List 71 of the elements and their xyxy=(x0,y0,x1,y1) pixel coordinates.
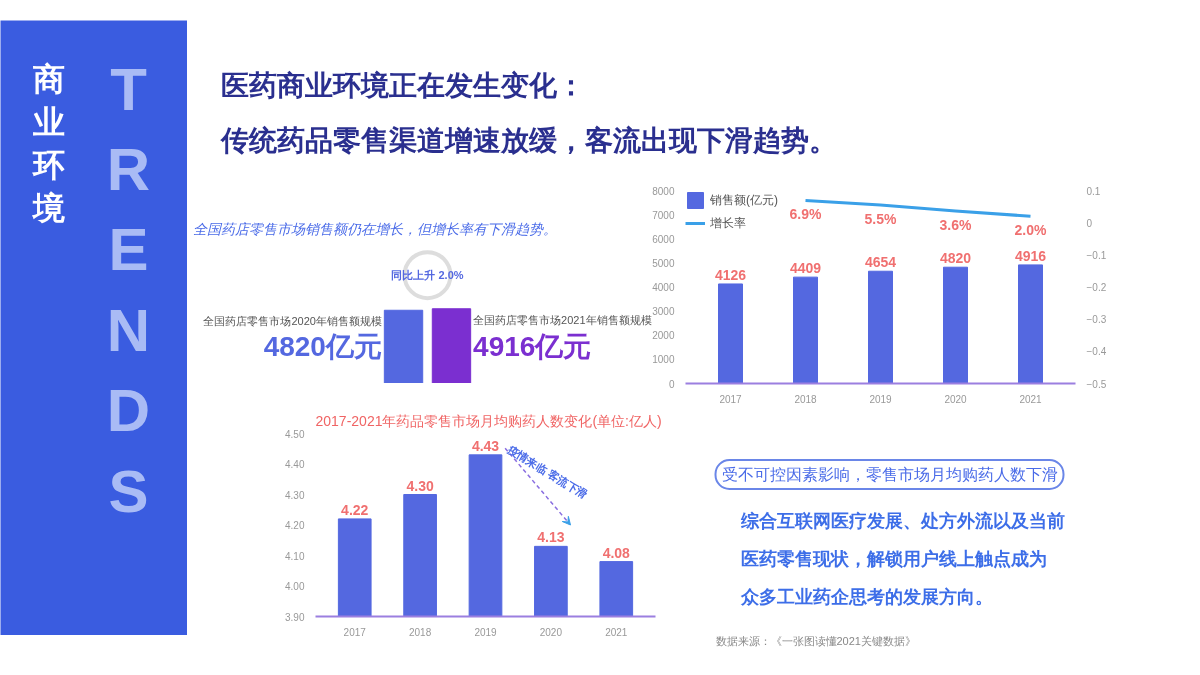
data-label: 4.13 xyxy=(537,529,565,546)
text: 受不可控因素影响，零售市场月均购药人数下滑 xyxy=(721,466,1058,483)
text: 传统药品零售渠道增速放缓，客流出现下滑趋势。 xyxy=(219,125,837,156)
y2-tick-label: −0.5 xyxy=(1086,378,1107,390)
y-tick-label: 4000 xyxy=(652,282,675,293)
x-tick-label: 2018 xyxy=(408,626,432,638)
y2-tick-label: 0.1 xyxy=(1086,185,1101,197)
y-tick-label: 6000 xyxy=(652,233,675,245)
annotation: 全国药店零售市场2020年销售额规模 xyxy=(203,315,382,328)
x-tick-label: 2021 xyxy=(605,626,628,638)
y-tick-label: 1000 xyxy=(652,354,675,366)
data-label: 4.43 xyxy=(471,437,500,454)
y-tick-label: 3000 xyxy=(652,306,675,318)
y-tick-label: 4.20 xyxy=(285,520,305,531)
chart-title: 全国药店零售市场销售额仍在增长，但增长率有下滑趋势。 xyxy=(192,220,557,237)
text: TRENDS xyxy=(106,55,151,525)
y-tick-label: 4.40 xyxy=(285,459,305,470)
text: 众多工业药企思考的发展方向。 xyxy=(739,586,993,607)
bar xyxy=(868,270,893,384)
bar xyxy=(1018,264,1043,384)
data-label: 4654 xyxy=(864,254,897,271)
x-tick-label: 2020 xyxy=(944,393,968,405)
y-tick-label: 4.10 xyxy=(285,550,305,562)
x-tick-label: 2020 xyxy=(539,626,563,638)
y2-tick-label: −0.1 xyxy=(1086,249,1107,261)
data-label: 5.5% xyxy=(864,210,898,227)
text: 综合互联网医疗发展、处方外流以及当前 xyxy=(739,510,1065,531)
data-label: 4.22 xyxy=(341,501,369,518)
data-label: 4820 xyxy=(939,250,972,267)
data-label: 2.0% xyxy=(1014,222,1048,239)
bar xyxy=(718,283,743,384)
text: 同比上升 2.0% xyxy=(391,269,464,282)
data-label: 4.08 xyxy=(602,544,631,561)
x-tick-label: 2019 xyxy=(869,393,893,405)
text: 医药零售现状，解锁用户线上触点成为 xyxy=(740,548,1047,569)
x-tick-label: 2017 xyxy=(343,626,367,638)
y-tick-label: 0 xyxy=(668,378,675,390)
text: 医药商业环境正在发生变化： xyxy=(220,70,585,101)
x-tick-label: 2021 xyxy=(1019,393,1043,405)
bar xyxy=(793,276,818,384)
y-tick-label: 5000 xyxy=(652,257,675,269)
annotation: 4820亿元 xyxy=(263,331,382,363)
x-tick-label: 2019 xyxy=(474,626,498,638)
annotation: 疫情来临 客流下滑 xyxy=(504,442,590,501)
y2-tick-label: 0 xyxy=(1086,217,1093,229)
y-tick-label: 4.30 xyxy=(285,489,305,501)
y2-tick-label: −0.4 xyxy=(1086,346,1107,358)
x-tick-label: 2017 xyxy=(719,393,743,405)
data-label: 4409 xyxy=(789,260,822,277)
source-note: 数据来源：《一张图读懂2021关键数据》 xyxy=(715,634,916,647)
y-tick-label: 3.90 xyxy=(285,611,305,623)
y-tick-label: 8000 xyxy=(652,185,675,197)
legend-label: 增长率 xyxy=(710,214,746,232)
data-label: 6.9% xyxy=(789,206,823,223)
y-tick-label: 2000 xyxy=(652,330,675,342)
bar xyxy=(943,266,968,384)
annotation: 全国药店零售市场2021年销售额规模 xyxy=(473,313,652,326)
text: 商业环境 xyxy=(30,60,65,227)
data-label: 3.6% xyxy=(939,217,973,234)
data-label: 4916 xyxy=(1014,247,1047,264)
legend-label: 销售额(亿元) xyxy=(710,191,778,209)
y-tick-label: 4.50 xyxy=(285,428,305,440)
x-tick-label: 2018 xyxy=(794,393,818,405)
y2-tick-label: −0.3 xyxy=(1086,314,1107,326)
annotation: 4916亿元 xyxy=(473,330,592,362)
y-tick-label: 4.00 xyxy=(285,581,305,592)
y-tick-label: 7000 xyxy=(652,209,675,221)
y2-tick-label: −0.2 xyxy=(1086,282,1107,293)
data-label: 4126 xyxy=(714,266,747,283)
chart-title: 2017-2021年药品零售市场月均购药人数变化(单位:亿人) xyxy=(315,412,662,429)
data-label: 4.30 xyxy=(406,477,434,494)
